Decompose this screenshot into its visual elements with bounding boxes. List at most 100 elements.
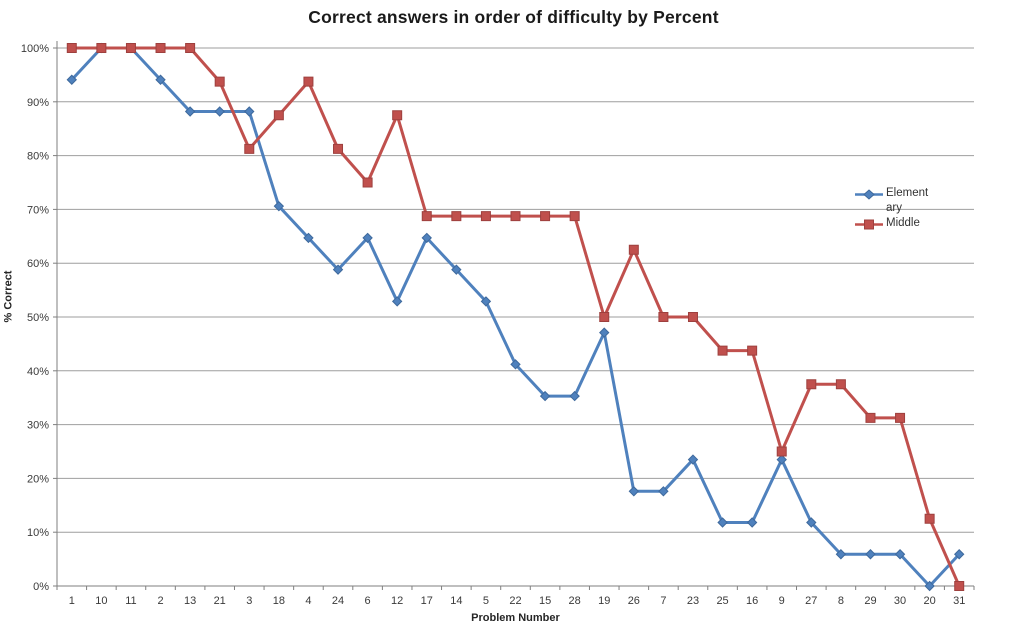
data-point-elementary: [421, 232, 432, 244]
y-tick-label: 20%: [27, 473, 49, 485]
data-point-middle: [155, 43, 166, 53]
data-point-elementary: [214, 106, 225, 117]
data-point-middle: [362, 177, 373, 188]
data-point-elementary: [806, 517, 817, 528]
x-tick-label: 24: [332, 595, 344, 607]
data-point-elementary: [451, 264, 462, 275]
data-point-middle: [303, 76, 314, 87]
legend-label-elementary: Elementary: [886, 187, 929, 214]
x-tick-label: 2: [157, 595, 163, 607]
data-point-middle: [333, 143, 344, 154]
y-tick-label: 0%: [33, 581, 49, 593]
x-tick-label: 28: [569, 595, 581, 607]
middle-line-marker-icon: [855, 219, 883, 229]
data-point-elementary: [746, 517, 758, 528]
x-tick-label: 29: [864, 595, 876, 607]
data-point-middle: [717, 345, 728, 356]
x-tick-label: 7: [660, 595, 666, 607]
data-point-elementary: [894, 549, 906, 560]
data-point-middle: [954, 581, 965, 591]
x-tick-label: 1: [69, 595, 75, 607]
data-point-elementary: [244, 106, 255, 117]
y-tick-label: 40%: [27, 366, 49, 378]
data-point-middle: [510, 211, 521, 222]
x-tick-label: 31: [953, 595, 965, 607]
x-tick-label: 10: [95, 595, 107, 607]
data-point-elementary: [717, 517, 728, 528]
data-point-middle: [806, 379, 817, 390]
data-point-middle: [924, 513, 935, 524]
legend-item-elementary: Elementary: [855, 186, 933, 216]
legend-item-middle: Middle: [855, 216, 933, 231]
y-tick-label: 100%: [21, 43, 49, 55]
data-point-middle: [747, 345, 758, 356]
data-point-middle: [569, 211, 580, 222]
data-point-middle: [628, 244, 639, 255]
data-point-middle: [451, 211, 462, 222]
data-point-middle: [776, 446, 787, 457]
elementary-line-marker-icon: [855, 188, 883, 200]
data-point-middle: [185, 43, 196, 53]
x-tick-label: 26: [628, 595, 640, 607]
data-point-elementary: [569, 390, 580, 402]
data-point-elementary: [362, 232, 373, 244]
data-point-middle: [214, 76, 225, 87]
data-point-elementary: [835, 549, 847, 560]
data-point-middle: [865, 412, 876, 423]
data-point-elementary: [954, 549, 965, 560]
x-tick-label: 5: [483, 595, 489, 607]
y-axis-title: % Correct: [2, 270, 15, 323]
x-tick-label: 23: [687, 595, 699, 607]
data-point-elementary: [687, 454, 699, 465]
data-point-middle: [125, 43, 136, 53]
data-point-elementary: [480, 296, 492, 307]
data-point-elementary: [155, 74, 166, 85]
data-point-elementary: [303, 232, 314, 244]
x-tick-label: 25: [716, 595, 728, 607]
x-tick-label: 3: [246, 595, 252, 607]
legend-label-middle: Middle: [886, 217, 920, 229]
data-point-elementary: [539, 390, 551, 402]
data-point-elementary: [273, 200, 285, 212]
data-point-middle: [540, 211, 551, 222]
data-point-middle: [480, 211, 491, 222]
x-tick-label: 11: [125, 595, 136, 607]
y-tick-label: 80%: [27, 151, 49, 163]
y-tick-label: 10%: [27, 527, 49, 539]
y-tick-label: 30%: [27, 420, 49, 432]
data-point-elementary: [865, 549, 876, 560]
data-point-elementary: [332, 264, 344, 275]
legend: Elementary Middle: [855, 186, 933, 231]
x-tick-label: 12: [391, 595, 403, 607]
data-point-elementary: [628, 486, 640, 497]
x-tick-label: 17: [421, 595, 433, 607]
data-point-elementary: [599, 327, 610, 338]
y-tick-label: 90%: [27, 97, 49, 109]
data-point-middle: [244, 143, 255, 154]
x-axis-title: Problem Number: [471, 612, 560, 624]
x-tick-label: 30: [894, 595, 906, 607]
data-point-middle: [658, 312, 669, 322]
data-point-middle: [273, 110, 284, 121]
x-tick-label: 15: [539, 595, 551, 607]
data-point-elementary: [658, 486, 669, 497]
x-tick-label: 19: [598, 595, 610, 607]
x-tick-label: 27: [805, 595, 817, 607]
x-tick-label: 22: [509, 595, 521, 607]
data-point-elementary: [391, 296, 403, 307]
data-point-middle: [895, 412, 906, 423]
data-point-elementary: [924, 580, 935, 592]
x-tick-label: 14: [450, 595, 462, 607]
x-tick-label: 4: [305, 595, 311, 607]
x-tick-label: 6: [365, 595, 371, 607]
x-tick-label: 18: [273, 595, 285, 607]
x-tick-label: 9: [779, 595, 785, 607]
data-point-middle: [421, 211, 432, 222]
x-tick-label: 13: [184, 595, 196, 607]
y-tick-label: 50%: [27, 312, 49, 324]
data-point-elementary: [510, 359, 521, 370]
x-tick-label: 21: [214, 595, 226, 607]
data-point-middle: [687, 312, 698, 322]
